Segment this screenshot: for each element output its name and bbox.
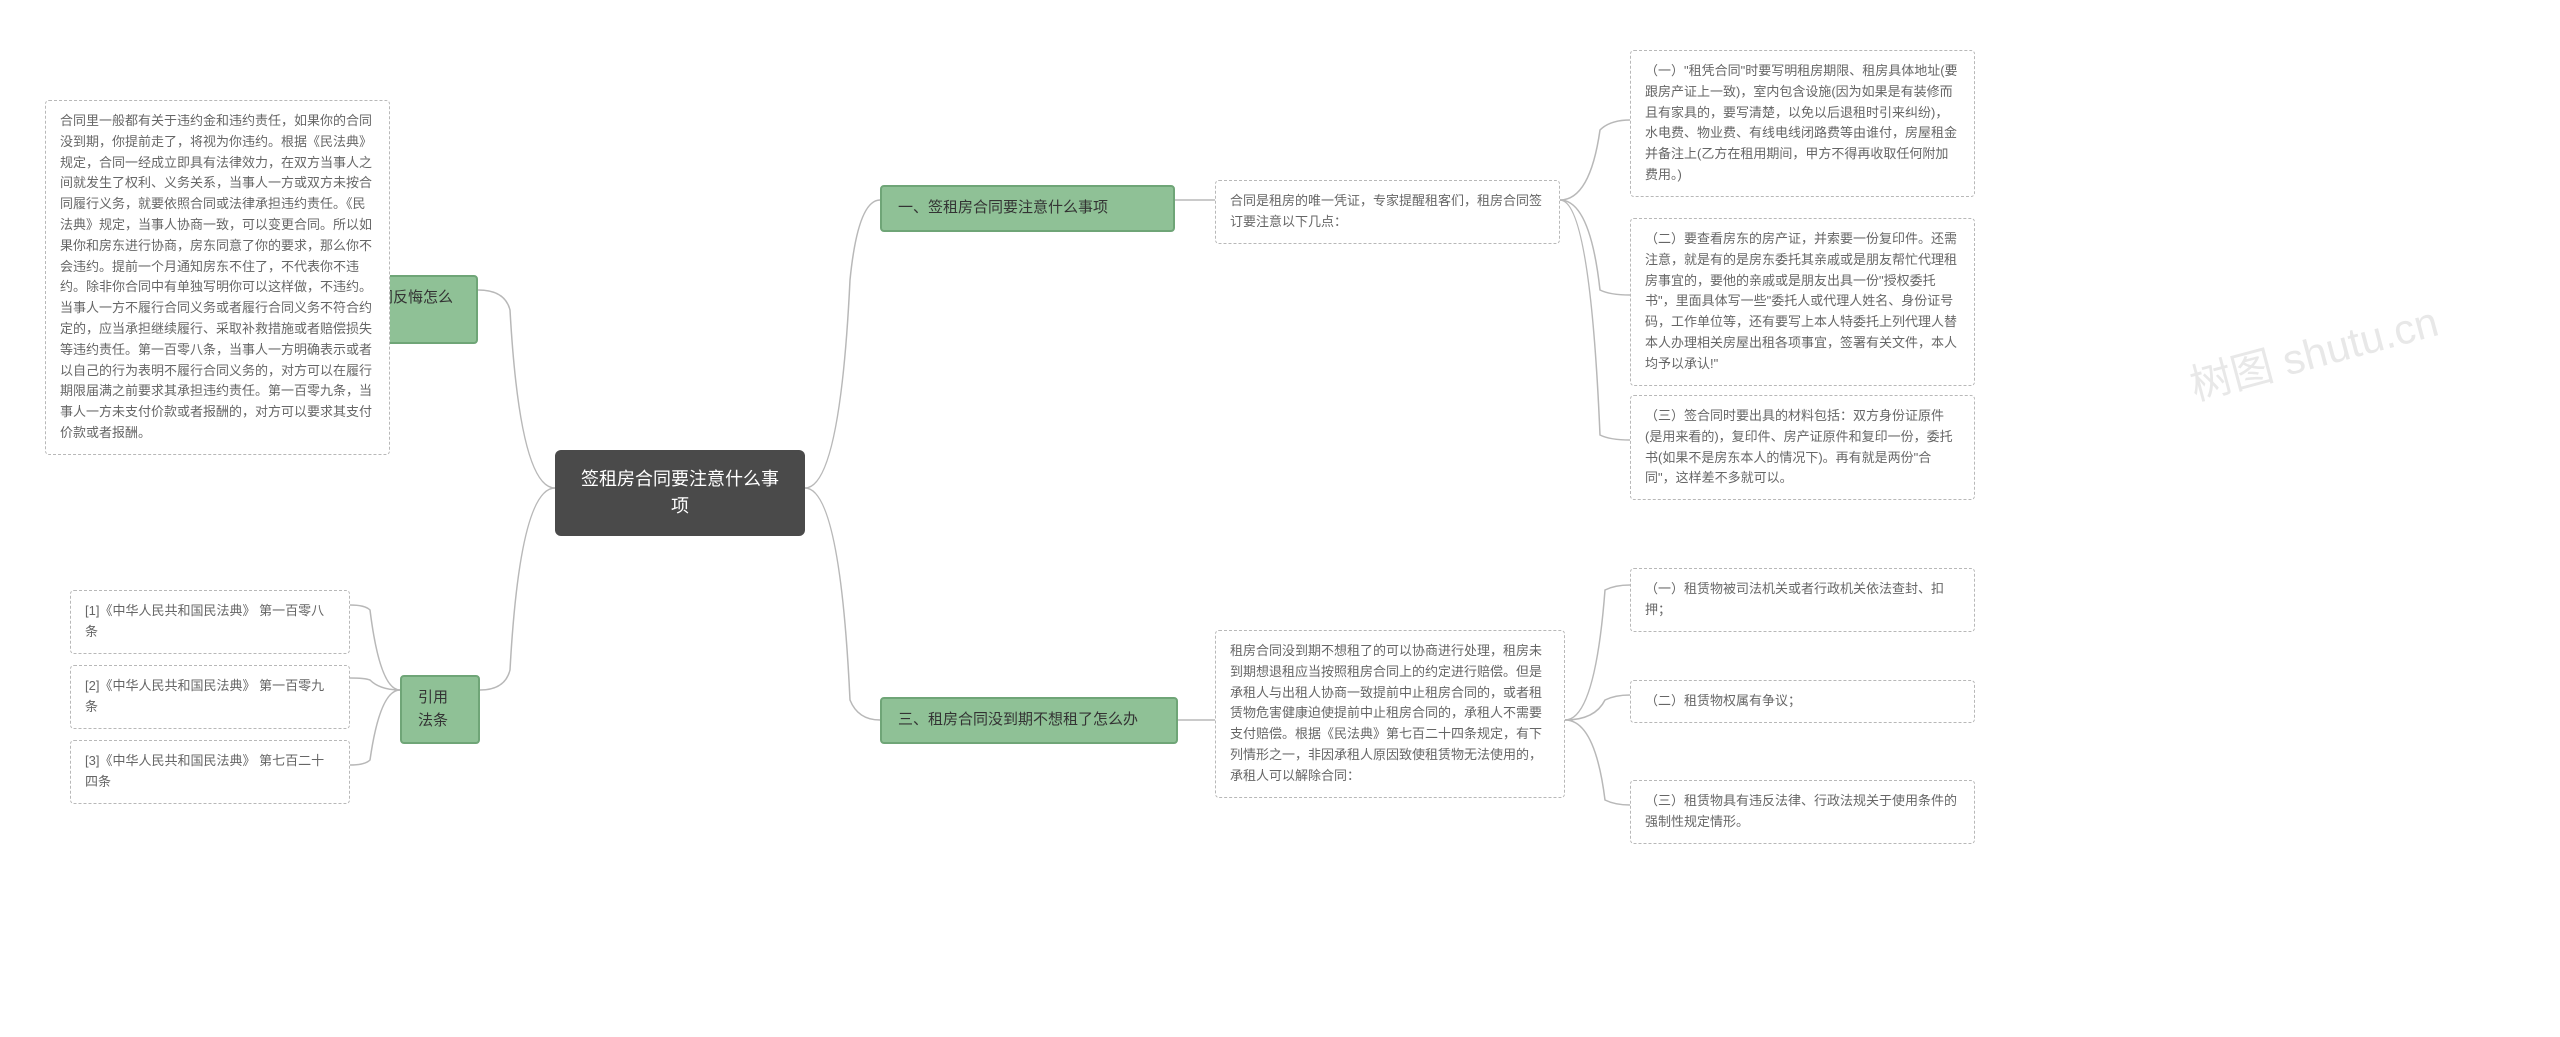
branch-4-item-2: [2]《中华人民共和国民法典》 第一百零九条 <box>70 665 350 729</box>
branch-3-intro: 租房合同没到期不想租了的可以协商进行处理，租房未到期想退租应当按照租房合同上的约… <box>1215 630 1565 798</box>
branch-1-item-3: （三）签合同时要出具的材料包括：双方身份证原件(是用来看的)，复印件、房产证原件… <box>1630 395 1975 500</box>
branch-4: 引用法条 <box>400 675 480 744</box>
branch-1: 一、签租房合同要注意什么事项 <box>880 185 1175 232</box>
branch-2-content: 合同里一般都有关于违约金和违约责任，如果你的合同没到期，你提前走了，将视为你违约… <box>45 100 390 455</box>
branch-4-item-3: [3]《中华人民共和国民法典》 第七百二十四条 <box>70 740 350 804</box>
branch-3: 三、租房合同没到期不想租了怎么办 <box>880 697 1178 744</box>
branch-3-item-1: （一）租赁物被司法机关或者行政机关依法查封、扣押； <box>1630 568 1975 632</box>
center-node: 签租房合同要注意什么事项 <box>555 450 805 536</box>
branch-1-intro: 合同是租房的唯一凭证，专家提醒租客们，租房合同签订要注意以下几点： <box>1215 180 1560 244</box>
branch-1-item-1: （一）"租凭合同"时要写明租房期限、租房具体地址(要跟房产证上一致)，室内包含设… <box>1630 50 1975 197</box>
branch-3-item-2: （二）租赁物权属有争议； <box>1630 680 1975 723</box>
branch-1-item-2: （二）要查看房东的房产证，并索要一份复印件。还需注意，就是有的是房东委托其亲戚或… <box>1630 218 1975 386</box>
watermark: 树图 shutu.cn <box>2182 288 2444 413</box>
branch-4-item-1: [1]《中华人民共和国民法典》 第一百零八条 <box>70 590 350 654</box>
branch-3-item-3: （三）租赁物具有违反法律、行政法规关于使用条件的强制性规定情形。 <box>1630 780 1975 844</box>
